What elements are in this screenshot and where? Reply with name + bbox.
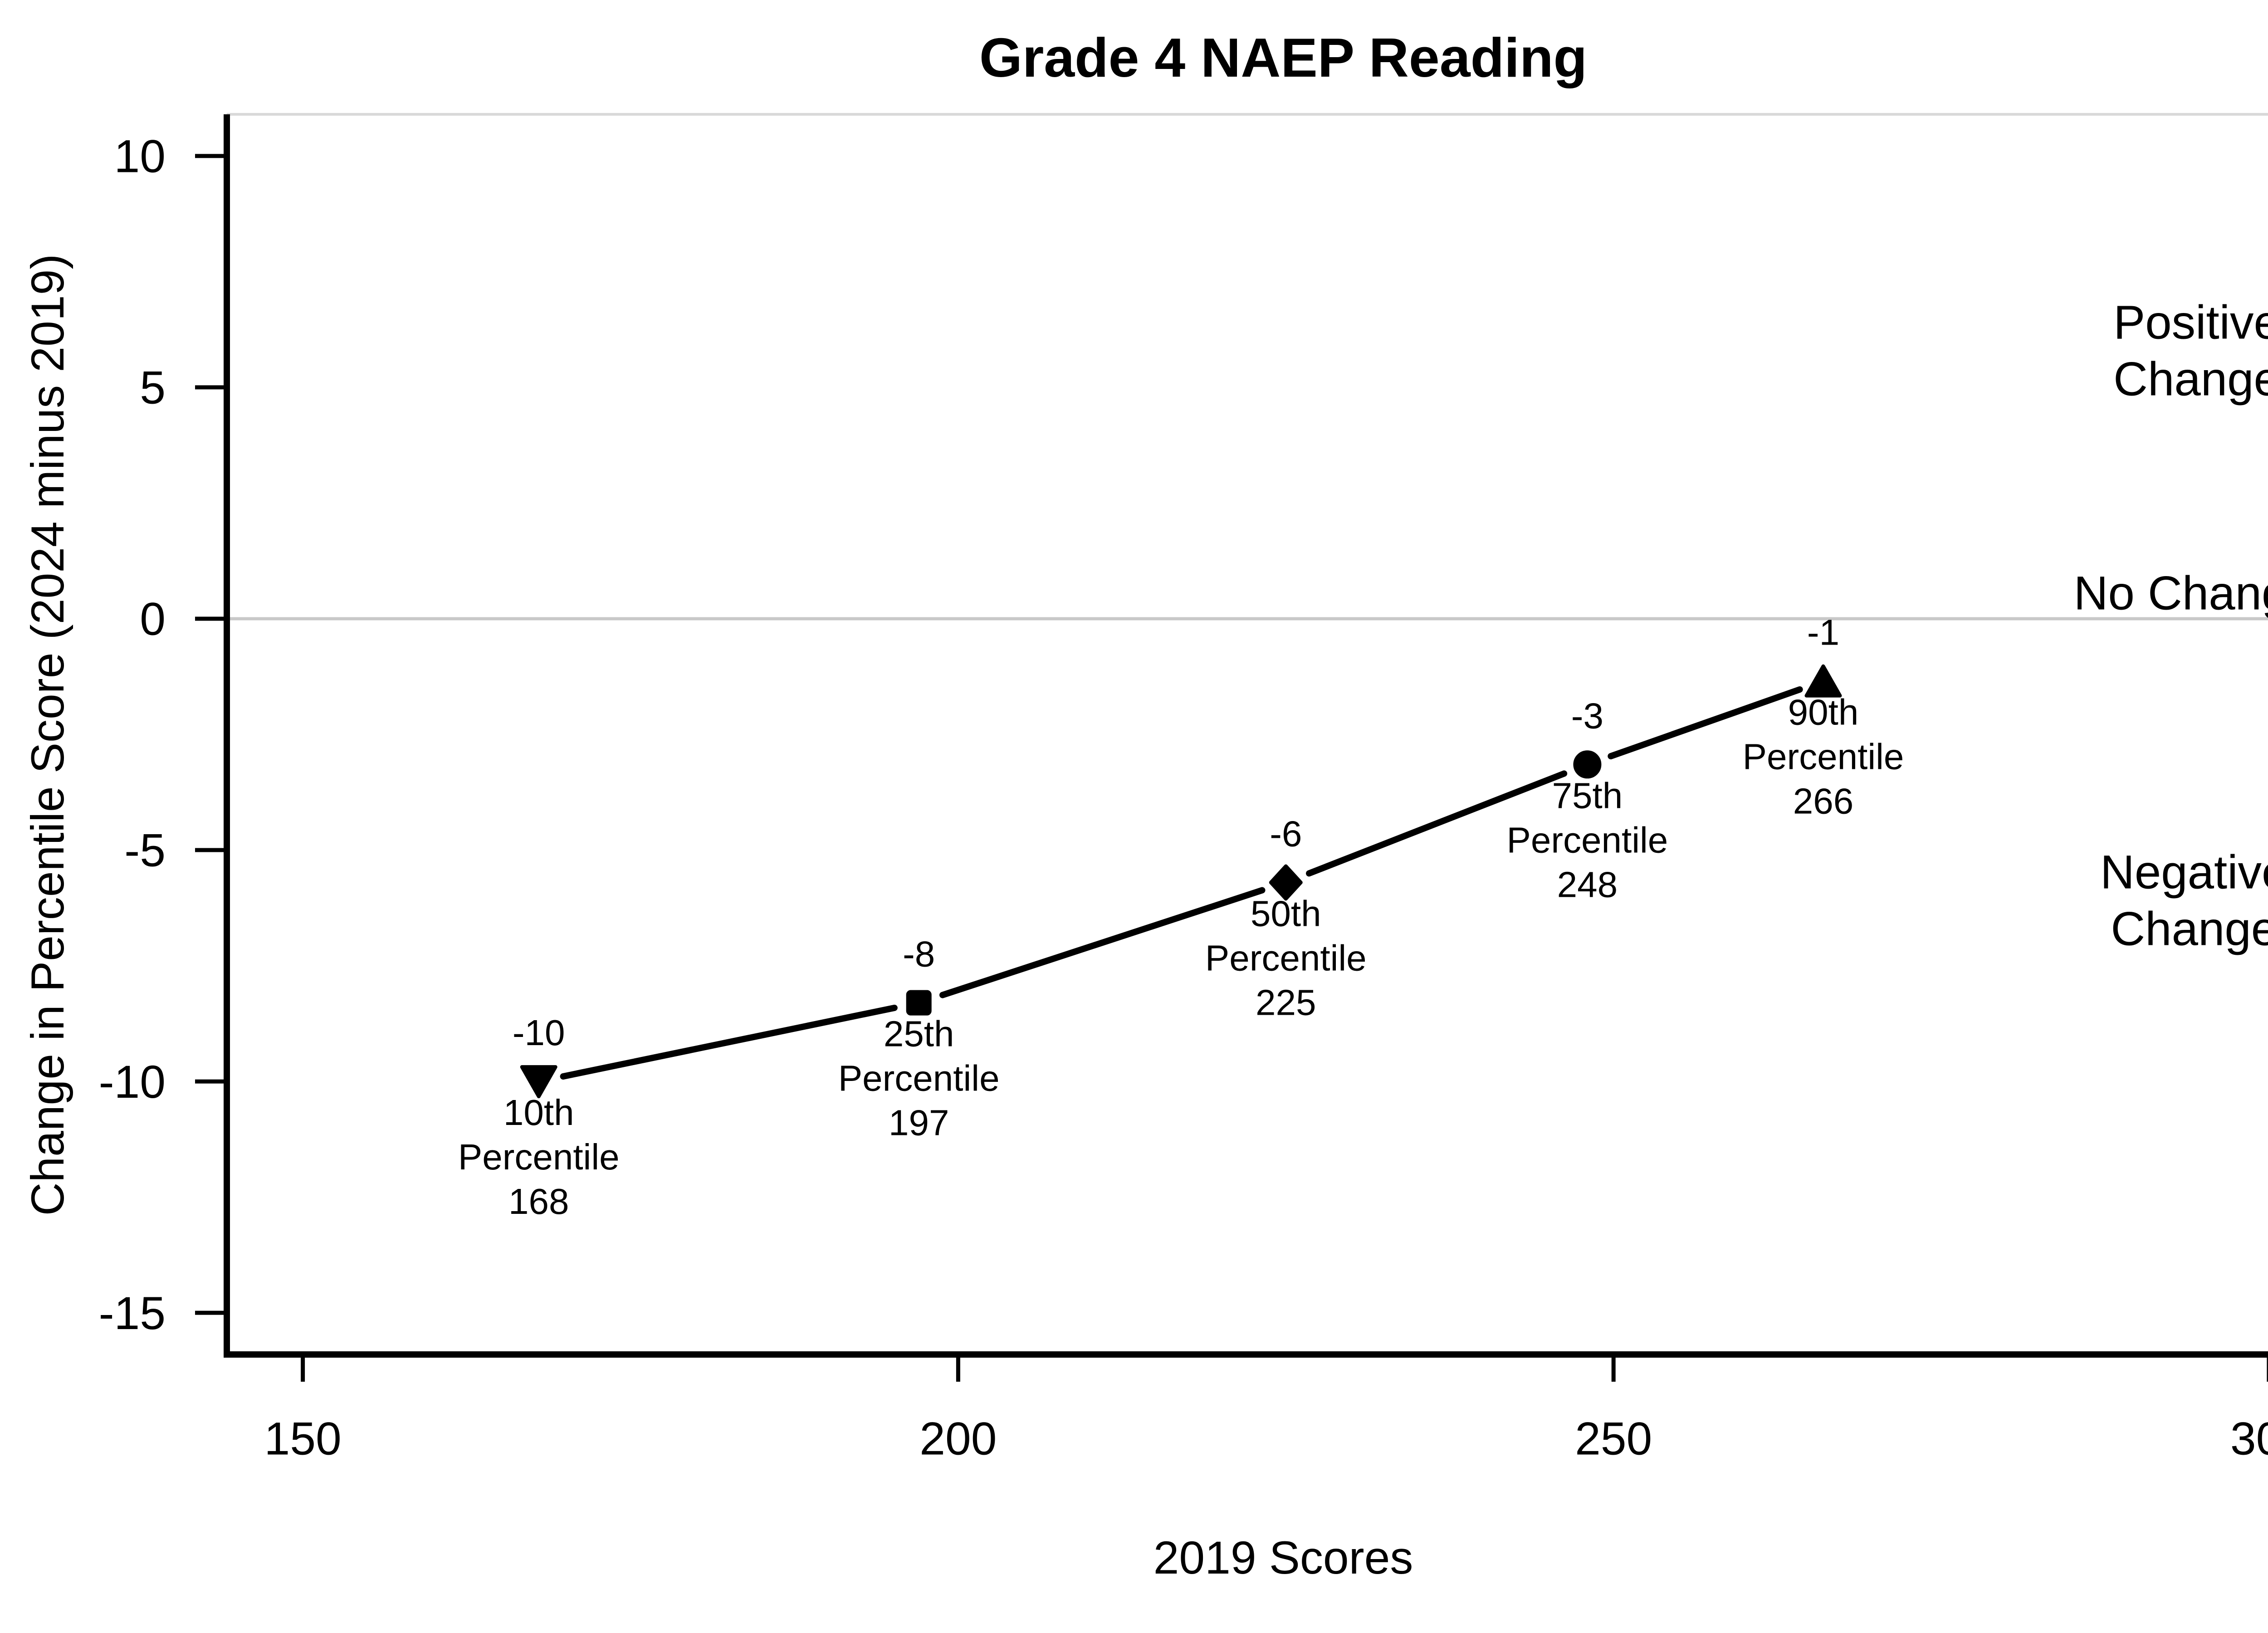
point-caption-line: 90th [1788,692,1859,733]
point-caption-line: 168 [508,1181,569,1222]
region-annotation-line: Negative [2100,846,2268,899]
y-axis-tick-label: 5 [140,362,166,414]
point-caption-line: 266 [1793,781,1853,821]
point-caption-line: 75th [1552,775,1623,816]
point-value-label: -8 [903,934,935,974]
point-caption-line: 197 [889,1103,949,1143]
point-caption-line: 50th [1251,893,1321,934]
y-axis-tick-label: -10 [99,1056,166,1108]
x-axis-tick-label: 250 [1575,1413,1652,1465]
series-line-segment [1305,770,1568,877]
point-caption-line: 225 [1256,982,1316,1022]
point-caption-line: Percentile [1205,938,1367,978]
point-caption-line: Percentile [458,1137,620,1177]
point-caption-line: 248 [1557,864,1618,905]
point-caption-line: Percentile [1507,820,1668,860]
series-line-segment [1608,686,1803,759]
point-value-label: -1 [1807,612,1839,653]
y-axis-tick-label: 10 [114,131,166,182]
point-value-label: -10 [513,1012,565,1053]
point-value-label: -3 [1571,695,1603,736]
chart-title: Grade 4 NAEP Reading [979,27,1588,88]
region-annotation-line: Change [2111,902,2268,955]
diamond-icon [1269,864,1303,901]
triangle-up-icon [1804,664,1842,698]
x-axis-tick-label: 200 [919,1413,997,1465]
triangle-down-icon [520,1065,557,1099]
series-line-segment [560,1004,898,1080]
y-axis-tick-label: -15 [99,1287,166,1339]
x-axis-tick-label: 300 [2230,1413,2268,1465]
point-caption-line: 10th [503,1092,574,1133]
point-value-label: -6 [1270,813,1302,854]
y-axis-tick-label: 0 [140,593,166,645]
series-line-segment [939,887,1266,998]
point-caption-line: 25th [884,1014,954,1054]
point-caption-line: Percentile [1743,737,1904,777]
circle-icon [1573,750,1602,779]
point-caption-line: Percentile [838,1058,1000,1099]
x-axis-title: 2019 Scores [1153,1532,1413,1584]
region-annotation-line: Positive [2113,296,2268,349]
region-annotation-line: No Change [2074,567,2268,620]
square-icon [906,990,932,1016]
x-axis-tick-label: 150 [264,1413,342,1465]
y-axis-tick-label: -5 [124,825,166,876]
region-annotation-line: Change [2113,353,2268,406]
